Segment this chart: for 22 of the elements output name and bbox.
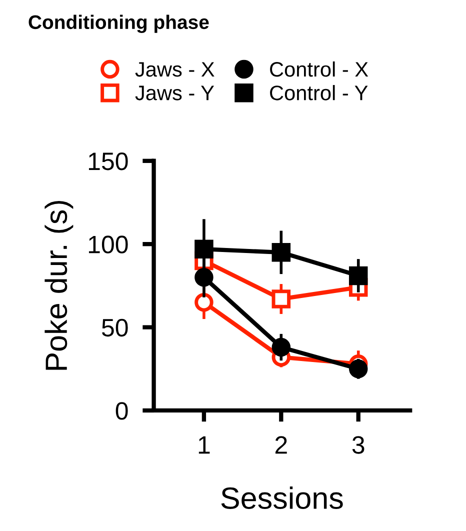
- x-axis-title: Sessions: [221, 486, 343, 509]
- legend-label: Control - X: [270, 61, 368, 77]
- point: [272, 243, 291, 262]
- point: [194, 240, 214, 258]
- legend-label: Jaws - X: [135, 62, 214, 77]
- y-tick-label: 0: [116, 402, 128, 420]
- chart-title: Conditioning phase: [28, 14, 209, 33]
- point: [194, 292, 214, 312]
- x-tick-label: 3: [352, 436, 364, 454]
- y-tick-label: 150: [88, 152, 128, 170]
- legend-label: Control - Y: [270, 85, 368, 100]
- x-tick-label: 1: [198, 436, 210, 454]
- point: [272, 290, 291, 308]
- point: [348, 359, 368, 378]
- legend-label: Jaws - Y: [135, 86, 214, 100]
- y-tick-label: 50: [102, 318, 128, 337]
- point: [194, 268, 214, 287]
- point: [348, 266, 368, 286]
- y-tick-label: 100: [88, 236, 128, 254]
- x-tick-label: 2: [275, 436, 287, 454]
- point: [272, 338, 291, 357]
- y-axis-title: Poke dur. (s): [44, 200, 74, 370]
